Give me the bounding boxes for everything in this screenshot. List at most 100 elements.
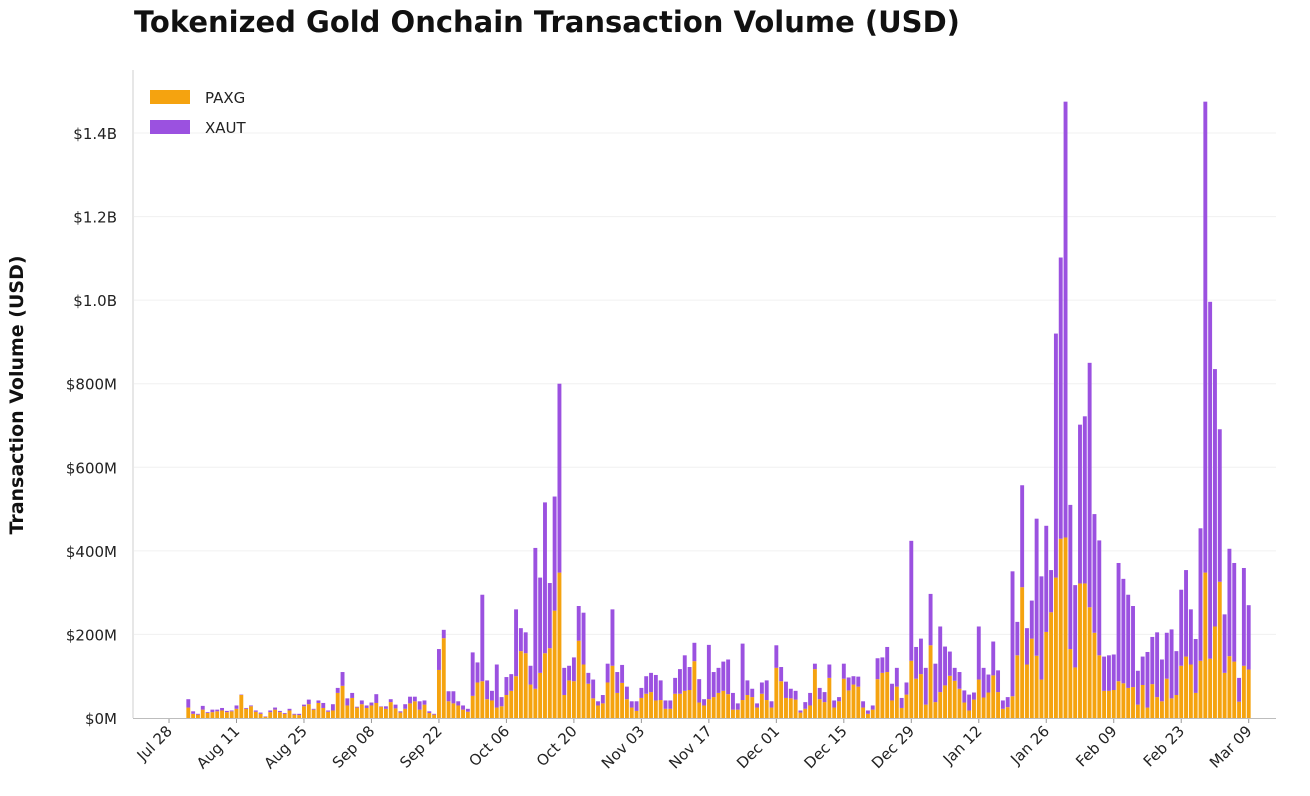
bar-paxg xyxy=(1208,658,1213,718)
bar-paxg xyxy=(1184,656,1188,718)
bar-xaut xyxy=(909,540,914,661)
bar-xaut xyxy=(586,672,591,684)
bar-paxg xyxy=(557,572,562,718)
bar-xaut xyxy=(330,704,335,711)
bar-paxg xyxy=(1179,665,1184,718)
bar-paxg xyxy=(764,700,769,718)
bar-xaut xyxy=(1126,594,1131,688)
x-tick-label: Oct 20 xyxy=(533,722,581,770)
bar-paxg xyxy=(639,697,644,718)
bar-paxg xyxy=(1087,607,1092,718)
bar-paxg xyxy=(485,699,490,718)
bar-paxg xyxy=(880,672,885,718)
bar-paxg xyxy=(620,682,625,718)
bars xyxy=(186,101,1251,719)
bar-xaut xyxy=(1053,333,1058,578)
bar-paxg xyxy=(981,697,986,718)
bar-xaut xyxy=(509,674,514,691)
bar-paxg xyxy=(350,697,355,718)
bar-paxg xyxy=(451,703,456,719)
x-tick-label: Nov 17 xyxy=(665,722,715,772)
bar-xaut xyxy=(538,577,543,673)
bar-xaut xyxy=(292,713,297,715)
x-tick-label: Oct 06 xyxy=(465,722,513,770)
bar-xaut xyxy=(967,694,972,711)
bar-xaut xyxy=(321,702,326,708)
bar-paxg xyxy=(890,700,894,718)
bar-paxg xyxy=(856,686,861,718)
bar-paxg xyxy=(861,707,866,718)
bar-xaut xyxy=(885,646,890,673)
bar-paxg xyxy=(316,702,321,718)
bar-xaut xyxy=(1121,578,1126,684)
bar-paxg xyxy=(480,681,485,718)
bar-paxg xyxy=(427,712,432,718)
bar-paxg xyxy=(191,713,196,718)
bar-paxg xyxy=(1010,696,1015,718)
bar-paxg xyxy=(952,680,957,718)
bar-paxg xyxy=(682,690,687,718)
bar-paxg xyxy=(490,700,494,718)
bar-paxg xyxy=(326,711,331,718)
bar-xaut xyxy=(306,699,311,705)
bar-paxg xyxy=(865,713,870,718)
bar-paxg xyxy=(470,695,475,718)
bar-paxg xyxy=(1102,690,1107,718)
bar-paxg xyxy=(224,712,229,718)
bar-paxg xyxy=(562,695,567,718)
bar-paxg xyxy=(663,708,668,718)
bar-xaut xyxy=(745,680,750,696)
bar-paxg xyxy=(600,703,605,719)
bar-xaut xyxy=(345,698,350,706)
bar-xaut xyxy=(1005,697,1010,708)
bar-xaut xyxy=(543,502,547,654)
bar-xaut xyxy=(832,700,837,708)
bar-xaut xyxy=(808,692,813,706)
bar-xaut xyxy=(282,712,287,714)
bar-xaut xyxy=(692,642,697,662)
bar-xaut xyxy=(210,709,215,713)
bar-paxg xyxy=(702,705,706,718)
bar-xaut xyxy=(1039,576,1044,680)
bar-paxg xyxy=(1106,690,1111,718)
bar-paxg xyxy=(774,667,779,718)
bar-paxg xyxy=(543,653,547,718)
bar-paxg xyxy=(475,682,480,718)
bar-xaut xyxy=(234,705,239,709)
bar-xaut xyxy=(432,713,437,715)
bar-xaut xyxy=(687,667,692,690)
bar-xaut xyxy=(764,680,769,701)
bar-xaut xyxy=(576,606,581,641)
bar-paxg xyxy=(769,707,774,718)
bar-paxg xyxy=(345,705,350,718)
bar-paxg xyxy=(1174,695,1179,718)
bar-paxg xyxy=(996,692,1001,718)
legend-item-paxg[interactable]: PAXG xyxy=(150,89,245,107)
bar-paxg xyxy=(1073,667,1078,718)
bar-xaut xyxy=(186,699,191,708)
bar-paxg xyxy=(306,704,311,718)
bar-xaut xyxy=(355,706,359,708)
bar-xaut xyxy=(514,609,519,677)
bar-xaut xyxy=(1155,632,1160,698)
bar-paxg xyxy=(547,648,552,718)
bar-xaut xyxy=(1015,621,1020,656)
legend-item-xaut[interactable]: XAUT xyxy=(150,119,247,137)
bar-paxg xyxy=(1049,612,1054,718)
bar-xaut xyxy=(1203,101,1208,573)
bar-paxg xyxy=(398,712,403,718)
bar-paxg xyxy=(610,665,615,718)
gridlines xyxy=(134,132,1276,635)
bar-xaut xyxy=(403,704,408,709)
bar-paxg xyxy=(976,679,981,718)
bar-xaut xyxy=(644,676,649,694)
bar-paxg xyxy=(239,695,244,718)
bar-xaut xyxy=(1025,628,1029,665)
bar-paxg xyxy=(899,707,904,718)
bar-xaut xyxy=(697,679,702,703)
bar-paxg xyxy=(340,685,345,718)
bar-paxg xyxy=(615,692,620,718)
bar-xaut xyxy=(1010,571,1015,697)
bar-paxg xyxy=(1111,690,1116,718)
bar-paxg xyxy=(1082,583,1087,718)
